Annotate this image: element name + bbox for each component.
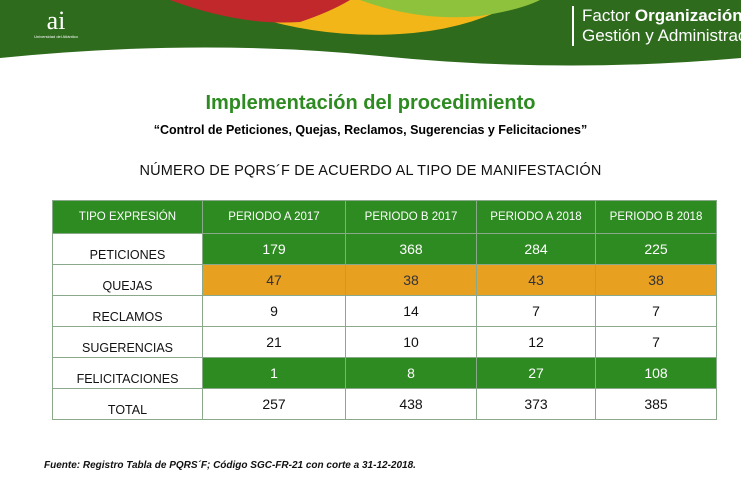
table-cell: 7 xyxy=(476,295,596,327)
table-cell: 21 xyxy=(202,326,346,358)
page-title: Implementación del procedimiento xyxy=(205,92,536,114)
table-row-total: TOTAL 257 438 373 385 xyxy=(52,388,717,420)
page-subtitle: “Control de Peticiones, Quejas, Reclamos… xyxy=(153,123,588,137)
table-cell: 1 xyxy=(202,357,346,389)
table-cell: 368 xyxy=(345,233,477,265)
banner-shapes xyxy=(0,0,741,66)
table-cell: 38 xyxy=(345,264,477,296)
table-cell: 38 xyxy=(595,264,717,296)
table-cell: 14 xyxy=(345,295,477,327)
table-cell: 438 xyxy=(345,388,477,420)
table-cell: 257 xyxy=(202,388,346,420)
header-cell: PERIODO B 2017 xyxy=(345,200,477,234)
row-label: PETICIONES xyxy=(52,233,203,265)
row-label: TOTAL xyxy=(52,388,203,420)
table-cell: 108 xyxy=(595,357,717,389)
table-cell: 43 xyxy=(476,264,596,296)
table-cell: 47 xyxy=(202,264,346,296)
factor-line-1: Factor Organización, xyxy=(582,6,741,26)
factor-line-1-plain: Factor xyxy=(582,6,635,25)
header-cell: TIPO EXPRESIÓN xyxy=(52,200,203,234)
table-row: PETICIONES 179 368 284 225 xyxy=(52,233,717,265)
header-cell: PERIODO A 2017 xyxy=(202,200,346,234)
table-cell: 7 xyxy=(595,326,717,358)
table-header-row: TIPO EXPRESIÓN PERIODO A 2017 PERIODO B … xyxy=(52,200,717,234)
table-cell: 10 xyxy=(345,326,477,358)
header-cell: PERIODO A 2018 xyxy=(476,200,596,234)
table-cell: 12 xyxy=(476,326,596,358)
table-row: FELICITACIONES 1 8 27 108 xyxy=(52,357,717,389)
table-cell: 8 xyxy=(345,357,477,389)
pqrs-table: TIPO EXPRESIÓN PERIODO A 2017 PERIODO B … xyxy=(52,200,717,420)
factor-heading: Factor Organización, Gestión y Administr… xyxy=(572,6,741,46)
table-cell: 225 xyxy=(595,233,717,265)
table-row: RECLAMOS 9 14 7 7 xyxy=(52,295,717,327)
table-cell: 385 xyxy=(595,388,717,420)
source-note: Fuente: Registro Tabla de PQRS´F; Código… xyxy=(44,460,416,471)
header-cell: PERIODO B 2018 xyxy=(595,200,717,234)
table-row: QUEJAS 47 38 43 38 xyxy=(52,264,717,296)
university-logo: ai Universidad del Atlántico xyxy=(24,8,88,52)
table-cell: 27 xyxy=(476,357,596,389)
table-cell: 284 xyxy=(476,233,596,265)
table-cell: 179 xyxy=(202,233,346,265)
row-label: SUGERENCIAS xyxy=(52,326,203,358)
table-cell: 7 xyxy=(595,295,717,327)
table-title: NÚMERO DE PQRS´F DE ACUERDO AL TIPO DE M… xyxy=(139,163,602,179)
factor-line-2: Gestión y Administración xyxy=(582,26,741,45)
logo-subtitle: Universidad del Atlántico xyxy=(34,34,78,39)
row-label: FELICITACIONES xyxy=(52,357,203,389)
table-cell: 9 xyxy=(202,295,346,327)
row-label: RECLAMOS xyxy=(52,295,203,327)
table-cell: 373 xyxy=(476,388,596,420)
table-row: SUGERENCIAS 21 10 12 7 xyxy=(52,326,717,358)
header-banner: ai Universidad del Atlántico Factor Orga… xyxy=(0,0,741,70)
row-label: QUEJAS xyxy=(52,264,203,296)
logo-mark: ai xyxy=(46,6,66,35)
factor-line-1-bold: Organización, xyxy=(634,6,741,25)
